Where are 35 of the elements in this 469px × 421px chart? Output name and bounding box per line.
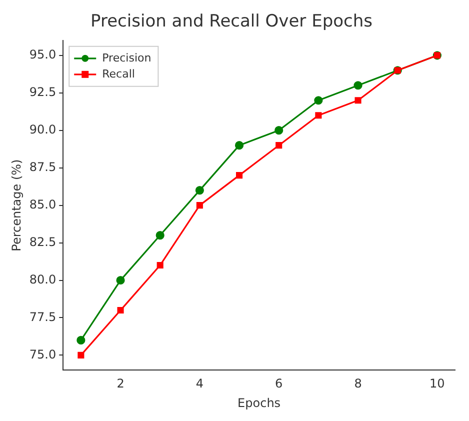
y-tick-label: 87.5	[29, 160, 56, 174]
point	[156, 262, 164, 269]
point	[315, 112, 322, 119]
y-tick-label: 95.0	[29, 48, 56, 62]
point	[234, 141, 244, 150]
x-tick-label: 4	[196, 376, 204, 391]
x-tick-label: 10	[430, 376, 445, 391]
y-tick-label: 75.0	[29, 347, 56, 362]
y-axis-title: Percentage (%)	[9, 159, 24, 252]
point	[354, 97, 362, 104]
y-tick-label: 85.0	[29, 197, 56, 212]
point	[274, 126, 284, 135]
chart-title: Precision and Recall Over Epochs	[90, 12, 373, 32]
x-axis-title: Epochs	[238, 396, 281, 410]
y-tick-label: 80.0	[29, 272, 56, 286]
point	[156, 230, 164, 240]
point	[354, 81, 362, 90]
y-tick-label: 82.5	[29, 234, 56, 249]
point	[78, 352, 84, 358]
point	[236, 172, 243, 179]
point	[314, 96, 323, 105]
point	[76, 336, 86, 345]
point	[276, 142, 282, 149]
point	[195, 186, 204, 195]
y-tick-label: 77.5	[29, 310, 56, 324]
point	[196, 202, 203, 209]
x-tick-label: 8	[354, 376, 362, 391]
point	[117, 306, 124, 314]
legend-label: Precision	[102, 51, 152, 64]
y-tick-label: 90.0	[29, 122, 56, 136]
x-tick-label: 6	[275, 376, 283, 391]
y-tick-label: 92.5	[29, 84, 56, 99]
point	[116, 276, 125, 285]
legend-label: Recall	[102, 67, 135, 80]
x-tick-label: 2	[116, 376, 124, 391]
